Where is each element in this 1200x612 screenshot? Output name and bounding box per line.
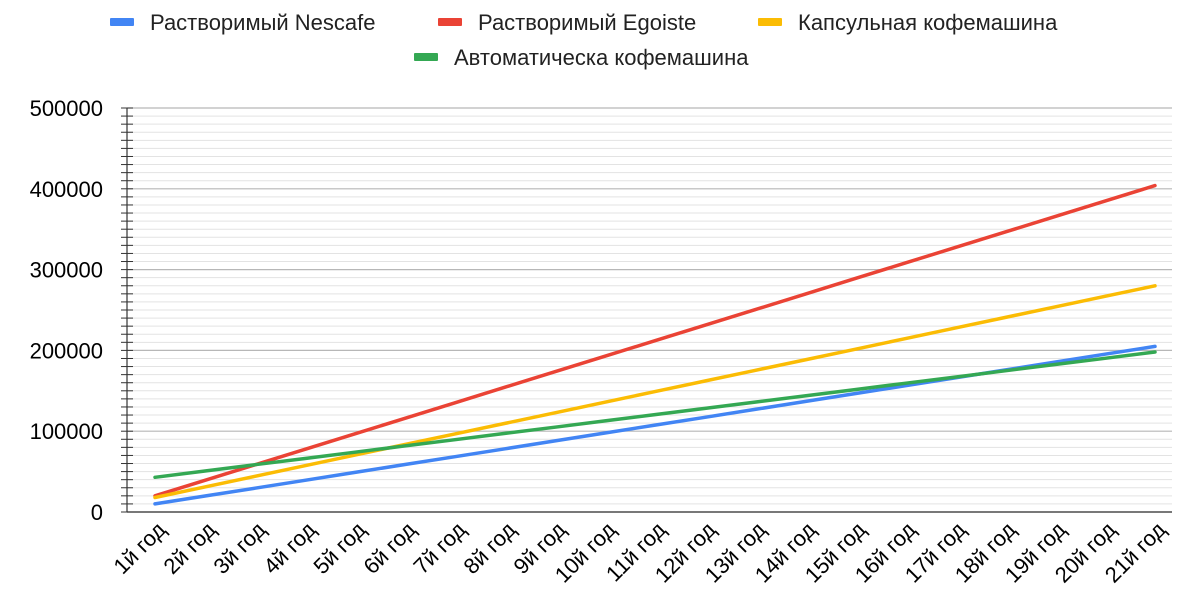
legend-swatch — [110, 18, 134, 26]
x-tick-label: 4й год — [258, 517, 320, 579]
y-tick-label: 400000 — [30, 177, 103, 202]
legend: Растворимый Nescafe Растворимый Egoiste Ка… — [110, 10, 1058, 70]
legend-label: Капсульная кофемашина — [798, 10, 1058, 35]
legend-label: Растворимый Nescafe — [150, 10, 376, 35]
x-tick-label: 8й год — [458, 517, 520, 579]
y-axis: 0 100000 200000 300000 400000 500000 — [30, 96, 133, 525]
series-line — [153, 284, 1157, 500]
y-tick-label: 300000 — [30, 258, 103, 283]
series-line — [153, 183, 1157, 498]
x-tick-label: 6й год — [358, 517, 420, 579]
y-tick-label: 100000 — [30, 419, 103, 444]
y-tick-label: 200000 — [30, 338, 103, 363]
legend-label: Растворимый Egoiste — [478, 10, 696, 35]
x-tick-label: 5й год — [308, 517, 370, 579]
legend-swatch — [758, 18, 782, 26]
legend-swatch — [438, 18, 462, 26]
x-tick-label: 1й год — [108, 517, 170, 579]
y-tick-label: 0 — [91, 500, 103, 525]
x-tick-label: 3й год — [208, 517, 270, 579]
x-tick-label: 7й год — [408, 517, 470, 579]
gridlines — [127, 107, 1172, 513]
y-tick-label: 500000 — [30, 96, 103, 121]
legend-swatch — [414, 53, 438, 61]
series-line — [153, 350, 1157, 480]
series-lines — [153, 183, 1157, 506]
x-tick-label: 2й год — [158, 517, 220, 579]
legend-label: Автоматическа кофемашина — [454, 45, 749, 70]
